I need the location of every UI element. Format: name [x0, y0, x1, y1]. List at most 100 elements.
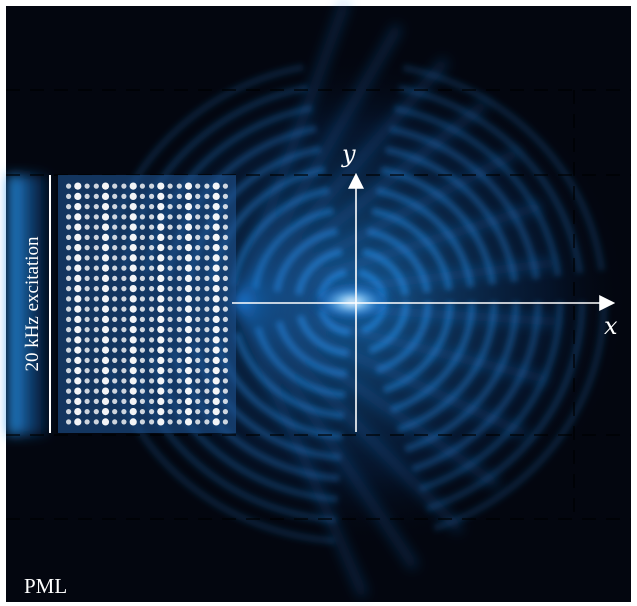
lattice-hole [66, 368, 72, 374]
wavefront-ring [118, 80, 586, 524]
lattice-hole [74, 203, 82, 211]
wave-streak [234, 201, 543, 307]
lattice-hole [101, 244, 110, 252]
wave-streak [231, 23, 403, 305]
lattice-hole [74, 346, 82, 354]
lattice-hole [204, 214, 210, 220]
lattice-hole [66, 204, 72, 210]
lattice-hole [157, 192, 165, 200]
lattice-hole [139, 265, 145, 271]
lattice-hole [195, 419, 201, 425]
lattice-hole [195, 357, 201, 363]
lattice-hole [149, 316, 155, 322]
lattice-hole [157, 397, 165, 405]
lattice-hole [204, 306, 210, 312]
lattice-hole [74, 408, 82, 416]
lattice-hole [149, 265, 155, 271]
lattice-hole [84, 409, 90, 415]
lattice-hole [157, 264, 165, 272]
wave-streak [231, 0, 351, 304]
lattice-hole [222, 316, 228, 322]
lattice-hole [184, 326, 193, 334]
lattice-hole [176, 409, 182, 415]
lattice-hole [176, 275, 182, 281]
lattice-hole [139, 224, 145, 230]
lattice-hole [222, 368, 228, 374]
lattice-hole [149, 183, 155, 189]
lattice-hole [112, 204, 118, 210]
lattice-hole [157, 356, 165, 364]
lattice-hole [112, 327, 118, 333]
wave-streak [233, 147, 521, 307]
lattice-hole [121, 234, 127, 240]
lattice-hole [112, 337, 118, 343]
lattice-hole [84, 234, 90, 240]
lattice-hole [212, 233, 220, 241]
lattice-hole [204, 193, 210, 199]
lattice-hole [66, 255, 72, 261]
lattice-hole [212, 367, 220, 375]
lattice-hole [139, 388, 145, 394]
lattice-hole [184, 418, 193, 426]
lattice-hole [204, 296, 210, 302]
lattice-hole [176, 398, 182, 404]
lattice-hole [74, 223, 82, 231]
lattice-hole [212, 192, 220, 200]
lattice-hole [176, 234, 182, 240]
lattice-hole [184, 254, 193, 262]
lattice-hole [167, 234, 173, 240]
lattice-hole [167, 255, 173, 261]
lattice-hole [112, 419, 118, 425]
lattice-hole [84, 214, 90, 220]
lattice-hole [157, 315, 165, 323]
lattice-hole [84, 337, 90, 343]
lattice-hole [176, 193, 182, 199]
wave-streak [232, 57, 450, 306]
lattice-hole [101, 213, 110, 221]
lattice-hole [129, 326, 137, 334]
lattice-hole [121, 327, 127, 333]
excitation-label: 20 kHz excitation [22, 236, 43, 372]
lattice-hole [195, 388, 201, 394]
lattice-hole [66, 245, 72, 251]
lattice-hole [149, 347, 155, 353]
lattice-hole [149, 214, 155, 220]
lattice-hole [222, 183, 228, 189]
lattice-hole [74, 315, 82, 323]
lattice-hole [112, 409, 118, 415]
lattice-hole [184, 397, 193, 405]
lattice-hole [157, 233, 165, 241]
lattice-hole [157, 213, 165, 221]
lattice-hole [184, 315, 193, 323]
lattice-hole [149, 388, 155, 394]
lattice-hole [84, 193, 90, 199]
lattice-hole [157, 203, 165, 211]
lattice-hole [93, 286, 99, 292]
lattice-hole [176, 347, 182, 353]
lattice-hole [195, 183, 201, 189]
lattice-hole [66, 357, 72, 363]
lattice-hole [212, 223, 220, 231]
lattice-hole [184, 346, 193, 354]
lattice-hole [93, 204, 99, 210]
wavefront-ring [294, 247, 410, 357]
lattice-hole [93, 357, 99, 363]
lattice-hole [157, 377, 165, 385]
lattice-hole [157, 326, 165, 334]
lattice-hole [176, 316, 182, 322]
lattice-hole [74, 182, 82, 190]
lattice-hole [139, 347, 145, 353]
lattice-hole [184, 367, 193, 375]
lattice-hole [222, 265, 228, 271]
lattice-hole [74, 295, 82, 303]
lattice-hole [74, 254, 82, 262]
lattice-hole [74, 285, 82, 293]
lattice-hole [167, 398, 173, 404]
wavefront-ring [272, 226, 432, 378]
lattice-hole [184, 285, 193, 293]
lattice-hole [222, 419, 228, 425]
lattice-hole [121, 347, 127, 353]
lattice-hole [167, 296, 173, 302]
lattice-hole [112, 193, 118, 199]
lattice-hole [139, 255, 145, 261]
